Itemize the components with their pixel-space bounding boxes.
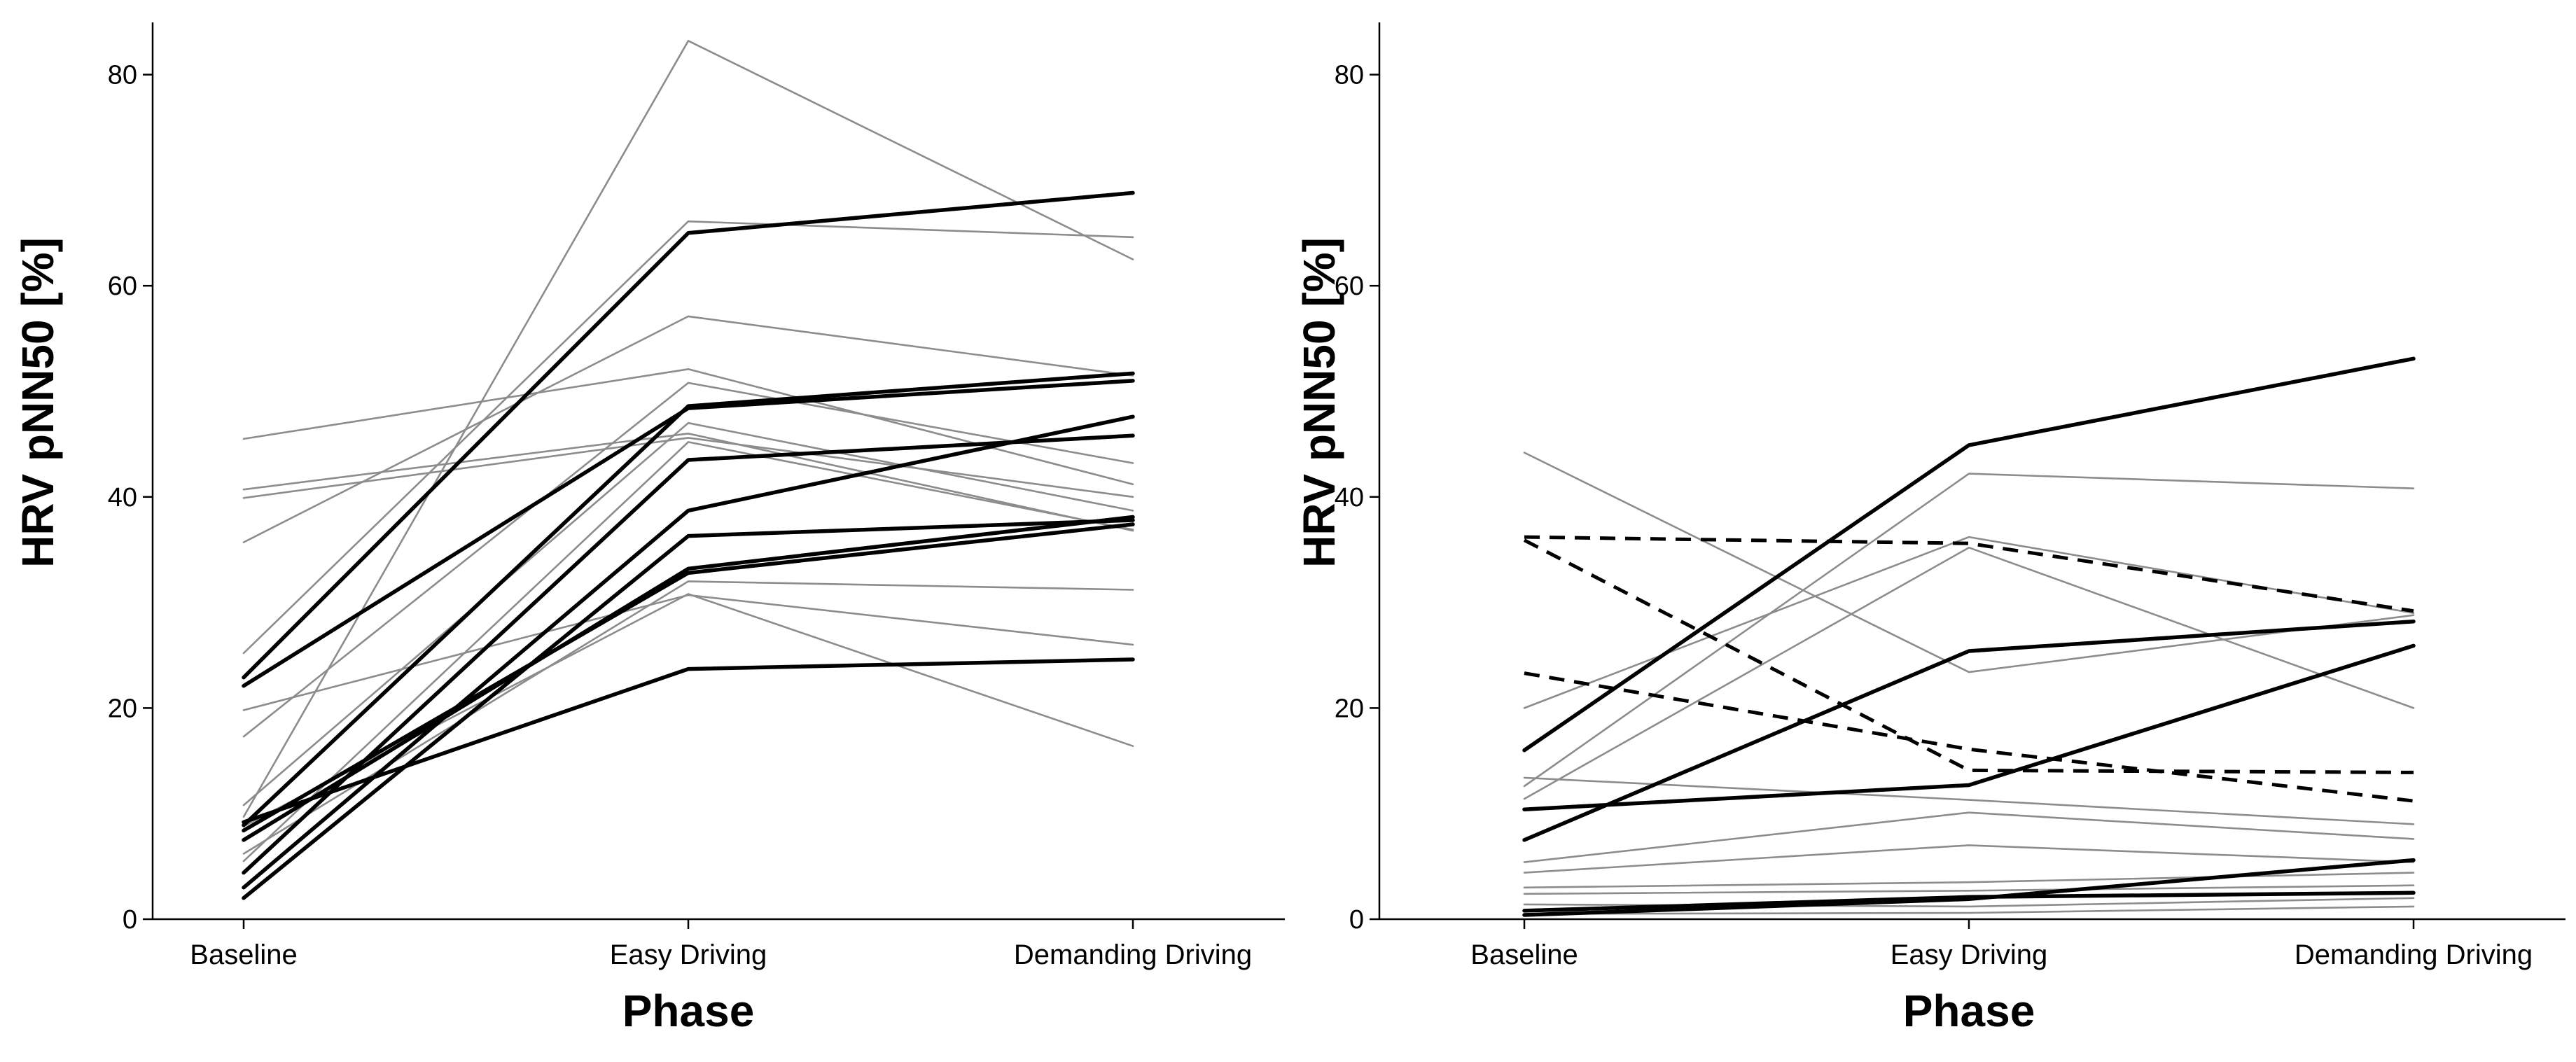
- series-line-thin-3: [1523, 536, 2415, 709]
- series-line-thin-1: [1523, 452, 2415, 673]
- series-line-bold-8: [242, 522, 1135, 833]
- series-line-thin-5: [242, 437, 1134, 499]
- series-line-thin-3: [242, 368, 1134, 486]
- x-axis-title: Phase: [622, 986, 755, 1036]
- y-axis-title: HRV pNN50 [%]: [1294, 237, 1344, 568]
- y-tick-label: 60: [1335, 272, 1364, 301]
- x-tick-label: Demanding Driving: [1014, 939, 1252, 970]
- series-line-bold-1: [242, 190, 1135, 680]
- series-line-thin-6: [242, 315, 1134, 543]
- series-line-thin-5: [1523, 776, 2415, 825]
- series-line-thin-9: [1523, 884, 2415, 895]
- series-line-thin-10: [242, 580, 1134, 855]
- y-tick-label: 60: [108, 272, 137, 301]
- series-line-bold-4: [242, 433, 1135, 875]
- y-axis-title: HRV pNN50 [%]: [13, 237, 63, 568]
- series-line-thin-7: [1523, 844, 2415, 874]
- series-line-bold-5: [1522, 890, 2416, 913]
- y-tick-label: 80: [1335, 61, 1364, 90]
- y-tick-label: 80: [108, 61, 137, 90]
- y-tick-label: 0: [123, 905, 137, 935]
- series-line-thin-8: [1523, 872, 2415, 889]
- x-tick-label: Easy Driving: [1891, 939, 2048, 970]
- panel-right: 0 20 40 60 80 Baseline Easy Driving Demanding D…: [1294, 22, 2565, 1036]
- series-line-thin-2: [1523, 473, 2415, 788]
- series-line-thin-12: [242, 441, 1134, 862]
- series-line-thin-6: [1523, 811, 2415, 863]
- series-line-thin-11: [1523, 905, 2415, 915]
- x-tick-label: Baseline: [1470, 939, 1578, 970]
- series-line-bold-3: [1522, 643, 2416, 811]
- series-line-thin-2: [242, 220, 1134, 655]
- y-tick-label: 0: [1349, 905, 1364, 935]
- series-line-bold-1: [1522, 356, 2416, 753]
- y-tick-label: 40: [108, 483, 137, 512]
- series-line-bold-9: [242, 657, 1135, 825]
- x-tick-label: Demanding Driving: [2295, 939, 2533, 970]
- y-tick-label: 40: [1335, 483, 1364, 512]
- series-line-thin-7: [242, 594, 1134, 711]
- series-line-thin-1: [242, 39, 1134, 818]
- x-tick-label: Easy Driving: [610, 939, 767, 970]
- series-line-bold-3: [242, 371, 1135, 827]
- series-line-bold-5: [242, 414, 1135, 890]
- series-line-dashed-1: [1524, 535, 2414, 613]
- series-line-bold-4: [1522, 858, 2416, 917]
- series-line-bold-7: [242, 515, 1135, 842]
- series-line-thin-4: [242, 432, 1134, 532]
- series-line-thin-8: [242, 382, 1134, 738]
- series-line-thin-4: [1523, 546, 2415, 800]
- x-axis-title: Phase: [1903, 986, 2035, 1036]
- series-line-thin-9: [242, 421, 1134, 806]
- series-line-bold-2: [1522, 619, 2416, 842]
- panel-left: 0 20 40 60 80 Baseline Easy Driving Demanding D…: [13, 22, 1285, 1036]
- y-tick-label: 20: [1335, 694, 1364, 723]
- y-tick-label: 20: [108, 694, 137, 723]
- series-line-bold-6: [242, 518, 1135, 900]
- x-tick-label: Baseline: [190, 939, 297, 970]
